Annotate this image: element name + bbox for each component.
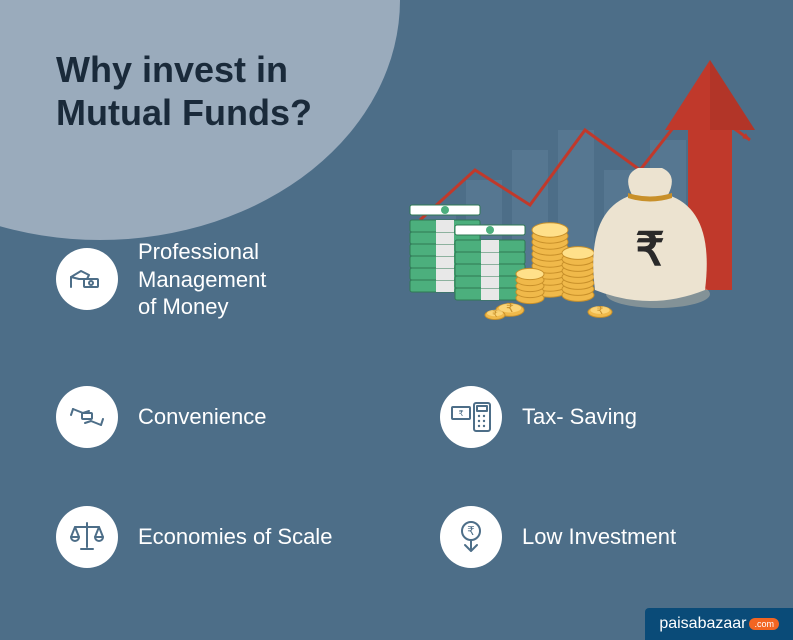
- hands-exchange-icon: [56, 386, 118, 448]
- hero-svg: ₹ ₹ ₹ ₹: [400, 40, 780, 340]
- benefit-item: ₹ Tax- Saving: [440, 386, 637, 448]
- benefit-label: Economies of Scale: [138, 523, 332, 551]
- scales-icon: [56, 506, 118, 568]
- benefit-item: ₹ Low Investment: [440, 506, 676, 568]
- svg-text:₹: ₹: [467, 524, 475, 538]
- rupee-down-icon: ₹: [440, 506, 502, 568]
- svg-text:₹: ₹: [597, 305, 604, 317]
- benefit-label: Convenience: [138, 403, 266, 431]
- benefit-label: Tax- Saving: [522, 403, 637, 431]
- hand-money-icon: [56, 248, 118, 310]
- rupee-symbol: ₹: [635, 223, 664, 275]
- loose-coins: ₹ ₹ ₹: [485, 301, 612, 320]
- calculator-icon: ₹: [440, 386, 502, 448]
- brand-suffix: .com: [749, 618, 779, 630]
- page-title: Why invest inMutual Funds?: [56, 48, 312, 134]
- svg-text:₹: ₹: [458, 409, 463, 418]
- svg-text:₹: ₹: [492, 309, 498, 319]
- infographic-canvas: Why invest inMutual Funds?: [0, 0, 793, 640]
- benefit-item: ProfessionalManagementof Money: [56, 238, 266, 321]
- benefit-label: Low Investment: [522, 523, 676, 551]
- benefit-label: ProfessionalManagementof Money: [138, 238, 266, 321]
- svg-text:₹: ₹: [506, 301, 514, 315]
- brand-name: paisabazaar: [659, 615, 746, 633]
- hero-illustration: ₹ ₹ ₹ ₹: [400, 40, 780, 340]
- brand-logo: paisabazaar .com: [645, 608, 793, 640]
- benefit-item: Convenience: [56, 386, 266, 448]
- benefit-item: Economies of Scale: [56, 506, 332, 568]
